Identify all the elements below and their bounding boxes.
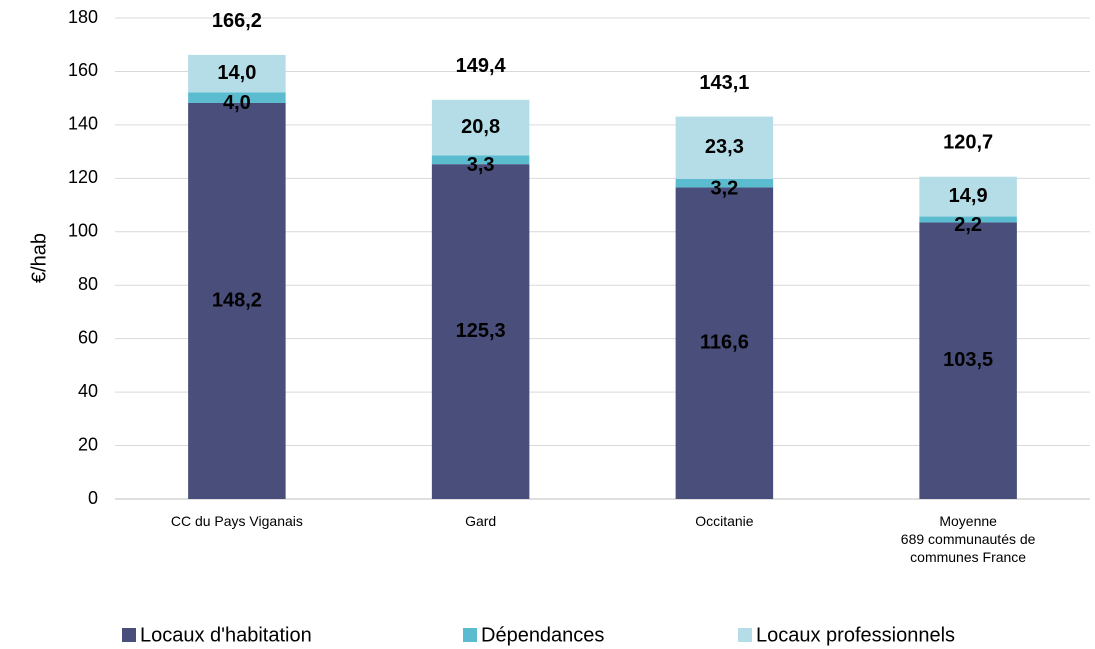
legend-label: Dépendances [481, 624, 604, 646]
bar-segment [919, 216, 1017, 223]
x-tick-label: Gard [465, 513, 497, 529]
bar-segment [188, 92, 286, 103]
bar-segment [675, 116, 774, 179]
y-tick-label: 140 [68, 114, 98, 134]
y-tick-label: 0 [88, 488, 98, 508]
y-axis-label: €/hab [28, 233, 50, 283]
data-label: 23,3 [705, 136, 744, 158]
data-label: 3,3 [467, 154, 495, 176]
legend-swatch [463, 628, 477, 642]
total-label: 166,2 [212, 10, 262, 32]
total-label: 143,1 [699, 72, 749, 94]
bar-segment [675, 178, 774, 188]
legend-label: Locaux professionnels [756, 624, 955, 646]
bar-segment [431, 99, 530, 156]
total-label: 120,7 [943, 132, 993, 154]
x-tick-label: CC du Pays Viganais [170, 513, 303, 529]
legend-label: Locaux d'habitation [140, 624, 312, 646]
bar-segment [919, 176, 1017, 217]
y-tick-label: 40 [78, 381, 98, 401]
bar-segment [188, 102, 286, 499]
y-tick-label: 20 [78, 434, 98, 454]
data-label: 103,5 [943, 349, 993, 371]
data-label: 4,0 [223, 92, 251, 114]
y-tick-label: 100 [68, 221, 98, 241]
y-tick-label: 120 [68, 167, 98, 187]
data-label: 20,8 [461, 116, 500, 138]
data-label: 2,2 [954, 214, 982, 236]
y-tick-label: 160 [68, 60, 98, 80]
y-tick-label: 80 [78, 274, 98, 294]
data-label: 125,3 [456, 320, 506, 342]
bar-segment [188, 54, 286, 93]
legend-swatch [122, 628, 136, 642]
data-label: 14,0 [217, 62, 256, 84]
total-label: 149,4 [456, 55, 507, 77]
data-label: 14,9 [949, 185, 988, 207]
y-tick-label: 60 [78, 327, 98, 347]
data-label: 3,2 [710, 177, 738, 199]
bar-segment [431, 155, 530, 165]
bar-segment [675, 187, 774, 499]
x-tick-label: Moyenne 689 communautés de communes Fran… [900, 513, 1036, 565]
data-label: 148,2 [212, 289, 262, 311]
bar-segment [431, 164, 530, 499]
x-tick-label: Occitanie [695, 513, 754, 529]
bar-segment [919, 222, 1017, 500]
y-tick-label: 180 [68, 7, 98, 27]
legend-swatch [738, 628, 752, 642]
data-label: 116,6 [700, 331, 749, 353]
